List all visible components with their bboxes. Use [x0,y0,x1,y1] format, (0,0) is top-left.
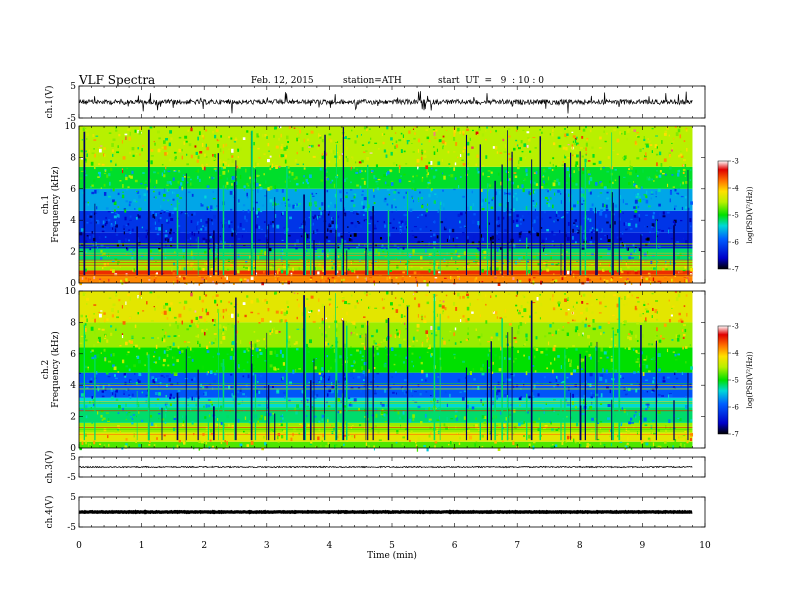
ch2-spectrogram-colorbar-tick-label: -7 [732,431,739,439]
ch1-spectrogram-ytick-label: 8 [70,153,76,163]
chart-title: VLF Spectra [79,73,156,87]
ch1-waveform-xticks [78,86,706,118]
ch2-spectrogram-yaxis: 0 2 4 6 8 10 ch.2 Frequency (kHz) [41,287,705,454]
x-tick-label: 9 [640,541,646,551]
x-tick-label: 5 [389,541,395,551]
ch4-waveform-ytick-label: -5 [67,523,76,533]
ch2-spectrogram-ytick-label: 4 [70,381,76,391]
x-tick-label: 2 [201,541,207,551]
ch1-spectrogram-ytick-label: 0 [70,279,76,289]
ch2-spectrogram-colorbar [717,325,729,435]
ch3-waveform-ytick-label: -5 [67,473,76,483]
ch2-spectrogram-colorbar-tick-label: -4 [732,350,739,358]
ch3-waveform-yaxis: 5 -5 ch.3(V) [44,451,705,484]
ch4-waveform-trace [78,509,693,515]
station-label: station=ATH [343,76,402,86]
ch1-spectrogram-ylabel: Frequency (kHz) [50,166,61,243]
ch2-spectrogram-colorbar-tick-label: -3 [732,323,739,331]
ch3-waveform-xticks [78,457,706,477]
x-tick-label: 8 [577,541,583,551]
ch1-spectrogram-xticks [78,126,706,283]
ch2-spectrogram-xticks [78,291,706,448]
ch1-spectrogram-colorbar-tick-label: -3 [732,158,739,166]
ch4-waveform-xticks [78,497,706,527]
ch4-waveform-yaxis: 5 -5 ch.4(V) [44,493,705,533]
ch1-spectrogram-colorbar-tick-label: -6 [732,239,739,247]
x-tick-label: 3 [264,541,270,551]
ch2-spectrogram-ylabel: ch.2 [41,360,51,379]
ch2-spectrogram-ytick-label: 2 [70,413,76,423]
ch3-waveform-ytick-label: 5 [70,453,76,463]
ch1-spectrogram-ylabel: ch.1 [41,195,51,214]
ch1-waveform-ytick-label: -5 [67,114,76,124]
ch1-spectrogram-ytick-label: 6 [70,185,76,195]
ch2-spectrogram-colorbar-tick-label: -6 [732,404,739,412]
ch4-waveform-ytick-label: 5 [70,493,76,503]
ch1-waveform-ylabel: ch.1(V) [44,86,55,119]
ch2-spectrogram-ytick-label: 0 [70,444,76,454]
x-tick-label: 6 [452,541,458,551]
x-tick-label: 0 [76,541,82,551]
ch2-spectrogram-image [79,291,694,452]
ch2-spectrogram-ytick-label: 6 [70,350,76,360]
ch1-spectrogram-colorbar-label: log(PSD(V²/Hz)) [746,186,754,243]
x-axis-label: Time (min) [367,550,417,561]
ch1-spectrogram-ytick-label: 2 [70,248,76,258]
ch1-spectrogram-colorbar-tick-label: -7 [732,266,739,274]
ch3-waveform-trace [78,465,693,469]
ch1-spectrogram-ytick-label: 10 [65,122,77,132]
start-time-label: start UT = 9 : 10 : 0 [438,76,544,86]
ch1-spectrogram-yaxis: 0 2 4 6 8 10 ch.1 Frequency (kHz) [41,122,705,289]
ch1-waveform-trace [78,91,693,114]
x-tick-label: 7 [514,541,520,551]
ch3-waveform-ylabel: ch.3(V) [44,451,55,484]
ch1-spectrogram-colorbar-tick-label: -5 [732,212,739,220]
ch1-waveform-ytick-label: 5 [70,82,76,92]
ch2-spectrogram-colorbar-tick-label: -5 [732,377,739,385]
ch1-spectrogram-ytick-label: 4 [70,216,76,226]
ch1-spectrogram-colorbar-tick-label: -4 [732,185,739,193]
ch2-spectrogram-colorbar-label: log(PSD(V²/Hz)) [746,351,754,408]
ch1-waveform-yaxis: 5 -5 ch.1(V) [44,82,705,124]
date-label: Feb. 12, 2015 [251,76,314,86]
ch1-spectrogram-image [79,126,694,287]
x-tick-label: 10 [699,541,711,551]
x-tick-label: 1 [139,541,145,551]
ch2-spectrogram-ylabel: Frequency (kHz) [50,331,61,408]
x-tick-label: 4 [327,541,333,551]
ch1-spectrogram-colorbar [717,160,729,270]
ch4-waveform-ylabel: ch.4(V) [44,496,55,529]
ch2-spectrogram-ytick-label: 8 [70,318,76,328]
ch2-spectrogram-ytick-label: 10 [65,287,77,297]
